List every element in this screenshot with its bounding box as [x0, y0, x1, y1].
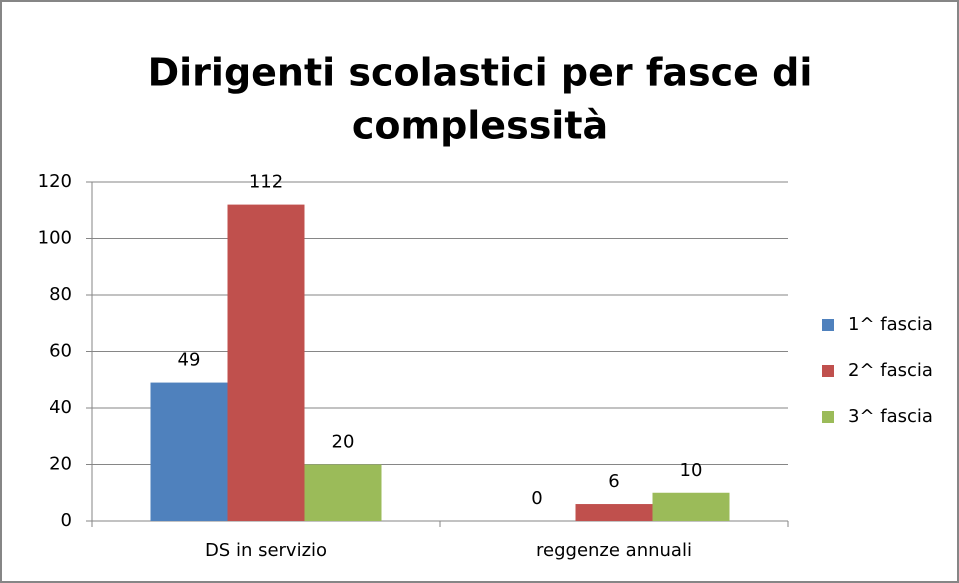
legend-label: 3^ fascia [848, 406, 933, 427]
bar [150, 382, 228, 521]
x-tick-label: reggenze annuali [536, 540, 692, 561]
legend-label: 1^ fascia [848, 314, 933, 335]
y-tick-label: 20 [49, 454, 72, 475]
y-tick-label: 100 [38, 228, 72, 249]
legend-swatch [822, 319, 834, 331]
bar [652, 492, 730, 521]
data-label: 0 [531, 488, 542, 509]
data-label: 49 [178, 350, 201, 371]
y-tick-label: 60 [49, 341, 72, 362]
chart-title: Dirigenti scolastici per fasce di [148, 51, 813, 95]
legend-swatch [822, 411, 834, 423]
bar [575, 504, 653, 521]
y-tick-label: 80 [49, 284, 72, 305]
data-label: 112 [249, 172, 283, 193]
bar [227, 204, 305, 521]
y-tick-label: 120 [38, 171, 72, 192]
bar [304, 464, 382, 521]
y-tick-label: 0 [61, 510, 72, 531]
x-tick-label: DS in servizio [205, 540, 327, 561]
chart-title: complessità [352, 104, 608, 148]
legend-swatch [822, 365, 834, 377]
data-label: 10 [680, 460, 703, 481]
legend-label: 2^ fascia [848, 360, 933, 381]
data-label: 6 [608, 471, 619, 492]
y-tick-label: 40 [49, 397, 72, 418]
data-label: 20 [332, 432, 355, 453]
